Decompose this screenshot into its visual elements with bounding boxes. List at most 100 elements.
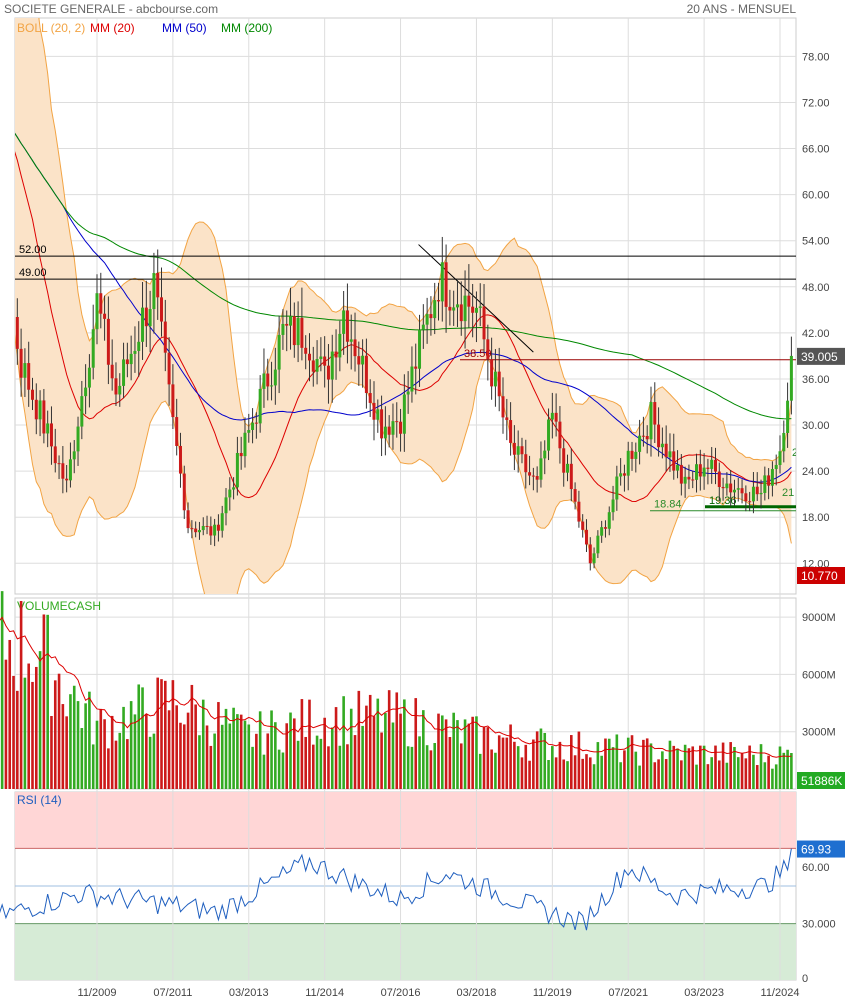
volume-bar: [562, 759, 566, 789]
volume-bar: [190, 684, 194, 789]
volume-bar: [122, 706, 125, 789]
chart-title: SOCIETE GENERALE - abcbourse.com: [4, 2, 219, 16]
volume-bar: [114, 740, 118, 789]
volume-bar: [387, 690, 391, 789]
horizontal-line-label: 18.84: [654, 499, 682, 511]
volume-bar: [69, 694, 72, 789]
candle-body: [770, 469, 774, 486]
candle-body: [531, 475, 535, 477]
volume-bar: [357, 690, 361, 789]
volume-bar: [661, 751, 664, 789]
candle-body: [315, 358, 319, 372]
volume-bar: [239, 714, 243, 789]
volume-bar: [607, 738, 611, 789]
candle-body: [581, 521, 585, 530]
volume-bar: [649, 743, 653, 789]
candle-body: [429, 314, 433, 319]
volume-tick-label: 9000M: [802, 612, 836, 624]
candle-body: [254, 422, 258, 424]
volume-bar: [585, 754, 588, 789]
candle-body: [402, 394, 406, 434]
volume-bar: [141, 687, 144, 789]
volume-bar: [611, 747, 615, 789]
candle-body: [471, 306, 475, 313]
volume-bar: [217, 702, 220, 789]
volume-bar: [551, 746, 554, 789]
volume-bar: [110, 715, 114, 789]
volume-bar: [57, 673, 61, 789]
volume-bar: [725, 762, 729, 789]
volume-bar: [80, 728, 84, 789]
candle-body: [91, 329, 95, 368]
volume-bar: [293, 718, 296, 789]
volume-bar: [630, 735, 634, 789]
volume-bar: [467, 723, 471, 789]
candle-body: [641, 435, 645, 437]
volume-bar: [626, 737, 630, 789]
volume-bar: [182, 724, 186, 789]
volume-tick-label: 6000M: [802, 669, 836, 681]
candle-body: [539, 458, 543, 480]
x-tick-label: 03/2023: [684, 987, 724, 999]
volume-bar: [733, 746, 736, 789]
volume-bar: [774, 764, 778, 789]
volume-bar: [513, 741, 516, 789]
volume-bar: [198, 735, 201, 789]
volume-bar: [702, 745, 706, 789]
volume-bar: [156, 677, 160, 789]
price-tick-label: 54.00: [802, 236, 830, 248]
candle-body: [251, 422, 255, 430]
volume-bar: [425, 745, 429, 789]
candle-body: [42, 400, 46, 434]
volume-bar: [334, 707, 338, 789]
candle-body: [239, 452, 243, 457]
candle-body: [414, 366, 418, 369]
volume-bar: [642, 739, 645, 789]
candle-body: [148, 309, 152, 327]
candle-body: [786, 400, 790, 433]
candle-body: [729, 483, 733, 493]
candle-body: [205, 525, 209, 527]
price-tick-label: 42.00: [802, 328, 830, 340]
volume-bar: [463, 719, 467, 789]
rsi-last-value: 69.93: [801, 843, 831, 857]
candle-body: [657, 424, 661, 448]
volume-bar: [532, 739, 535, 789]
volume-bar: [786, 749, 789, 789]
candle-body: [273, 369, 277, 386]
candle-body: [144, 307, 148, 327]
volume-bar: [509, 724, 512, 789]
volume-bar: [763, 762, 767, 789]
volume-bar: [588, 757, 592, 789]
volume-bar: [444, 719, 448, 789]
volume-bar: [619, 762, 622, 789]
candle-body: [23, 363, 27, 378]
volume-bar: [224, 708, 228, 789]
candle-body: [368, 393, 372, 403]
candle-body: [478, 306, 482, 308]
candle-body: [774, 464, 778, 470]
volume-average-line: [0, 616, 792, 758]
candle-body: [152, 273, 156, 310]
candle-body: [270, 385, 274, 387]
volume-bar: [475, 716, 478, 789]
volume-bar: [399, 713, 402, 789]
volume-bar: [634, 751, 638, 789]
volume-bar: [596, 742, 600, 789]
candle-body: [364, 355, 368, 394]
volume-bar: [175, 705, 178, 789]
candle-body: [740, 488, 744, 494]
x-tick-label: 07/2011: [153, 987, 192, 999]
bollinger-lower-line: [15, 334, 792, 594]
candle-body: [554, 412, 558, 422]
candle-body: [497, 371, 501, 397]
volume-bar: [327, 746, 330, 789]
candle-body: [118, 385, 122, 395]
volume-bar: [433, 743, 437, 789]
volume-last-value: 51886K: [801, 774, 842, 788]
min-price-value: 10.770: [801, 569, 838, 583]
volume-bar: [258, 711, 262, 789]
candle-body: [505, 417, 509, 421]
candle-body: [687, 476, 691, 480]
volume-bar: [50, 716, 53, 789]
